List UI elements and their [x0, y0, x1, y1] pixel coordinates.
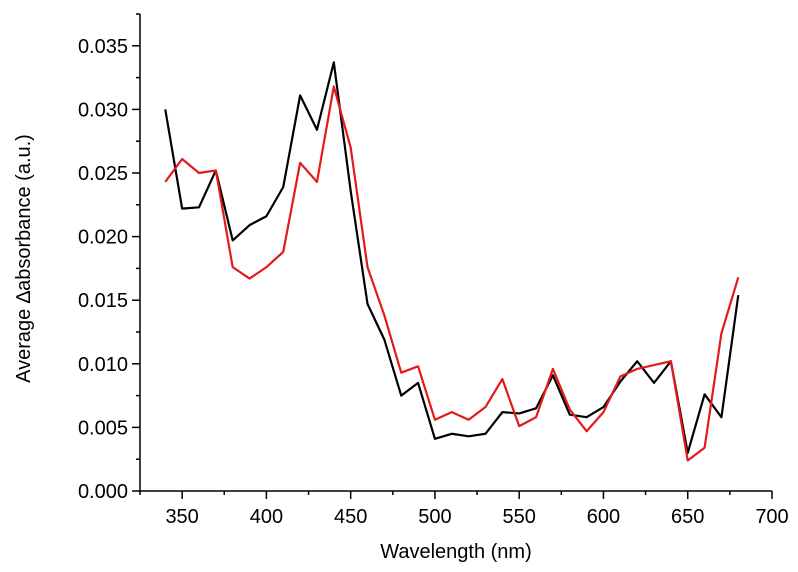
- x-tick-label: 600: [587, 506, 620, 528]
- y-tick-label: 0.005: [78, 417, 128, 439]
- y-axis-ticks: 0.000 0.005 0.010 0.015 0.020 0.025 0.030 0.035: [78, 13, 140, 503]
- y-tick-label: 0.010: [78, 354, 128, 376]
- x-tick-label: 550: [503, 506, 536, 528]
- y-tick-label: 0.025: [78, 163, 128, 185]
- y-tick-label: 0.020: [78, 227, 128, 249]
- y-tick-label: 0.000: [78, 481, 128, 503]
- x-tick-label: 700: [755, 506, 788, 528]
- x-tick-label: 450: [334, 506, 367, 528]
- series-layer: [164, 61, 740, 462]
- series-2-line: [164, 85, 740, 462]
- y-axis-title: Average ∆absorbance (a.u.): [13, 134, 35, 383]
- x-tick-label: 400: [250, 506, 283, 528]
- y-tick-label: 0.030: [78, 99, 128, 121]
- x-tick-label: 650: [671, 506, 704, 528]
- x-axis-title: Wavelength (nm): [380, 541, 532, 563]
- x-tick-label: 350: [165, 506, 198, 528]
- series-1-line: [164, 61, 740, 454]
- x-tick-label: 500: [418, 506, 451, 528]
- x-axis-ticks: 350 400 450 500 550 600 650 700: [139, 491, 789, 528]
- y-tick-label: 0.015: [78, 290, 128, 312]
- y-tick-label: 0.035: [78, 36, 128, 58]
